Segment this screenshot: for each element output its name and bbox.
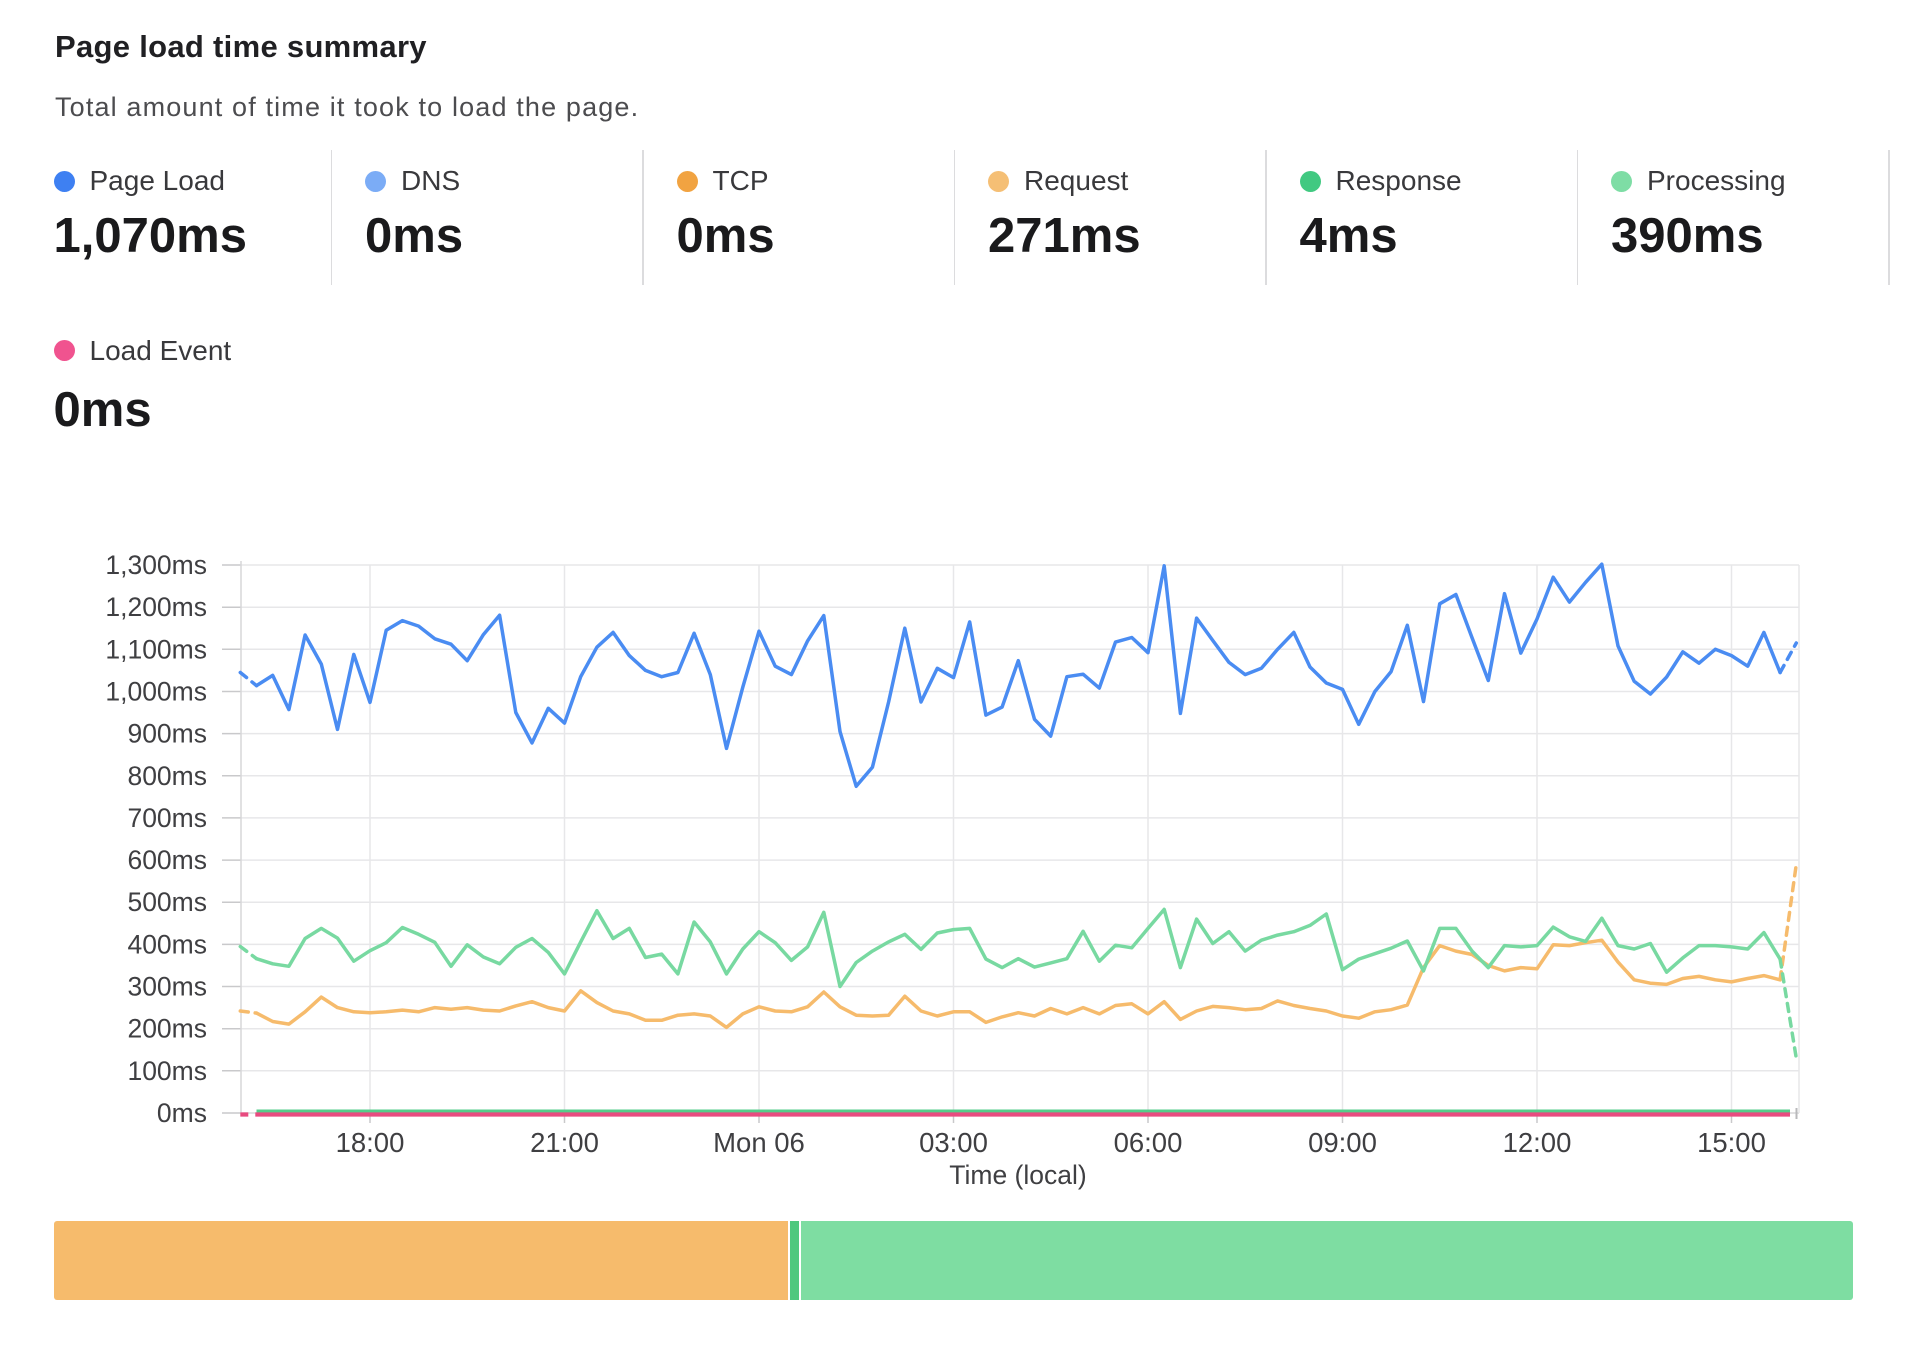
svg-text:100ms: 100ms <box>127 1056 207 1086</box>
svg-text:600ms: 600ms <box>127 845 207 875</box>
svg-text:400ms: 400ms <box>127 929 207 959</box>
svg-text:700ms: 700ms <box>127 803 207 833</box>
svg-text:03:00: 03:00 <box>919 1127 988 1158</box>
svg-text:1,200ms: 1,200ms <box>105 592 207 622</box>
svg-text:300ms: 300ms <box>127 972 207 1002</box>
svg-text:21:00: 21:00 <box>530 1127 599 1158</box>
svg-text:Time (local): Time (local) <box>949 1160 1086 1190</box>
svg-text:200ms: 200ms <box>127 1014 207 1044</box>
svg-text:15:00: 15:00 <box>1697 1127 1766 1158</box>
svg-text:1,100ms: 1,100ms <box>105 634 207 664</box>
svg-text:0ms: 0ms <box>157 1098 207 1128</box>
svg-text:500ms: 500ms <box>127 887 207 917</box>
svg-text:12:00: 12:00 <box>1503 1127 1572 1158</box>
svg-text:18:00: 18:00 <box>336 1127 405 1158</box>
svg-text:800ms: 800ms <box>127 761 207 791</box>
svg-text:900ms: 900ms <box>127 719 207 749</box>
svg-text:06:00: 06:00 <box>1114 1127 1183 1158</box>
svg-text:09:00: 09:00 <box>1308 1127 1377 1158</box>
svg-text:Mon 06: Mon 06 <box>713 1127 805 1158</box>
svg-text:1,300ms: 1,300ms <box>105 550 207 580</box>
svg-text:1,000ms: 1,000ms <box>105 677 207 707</box>
